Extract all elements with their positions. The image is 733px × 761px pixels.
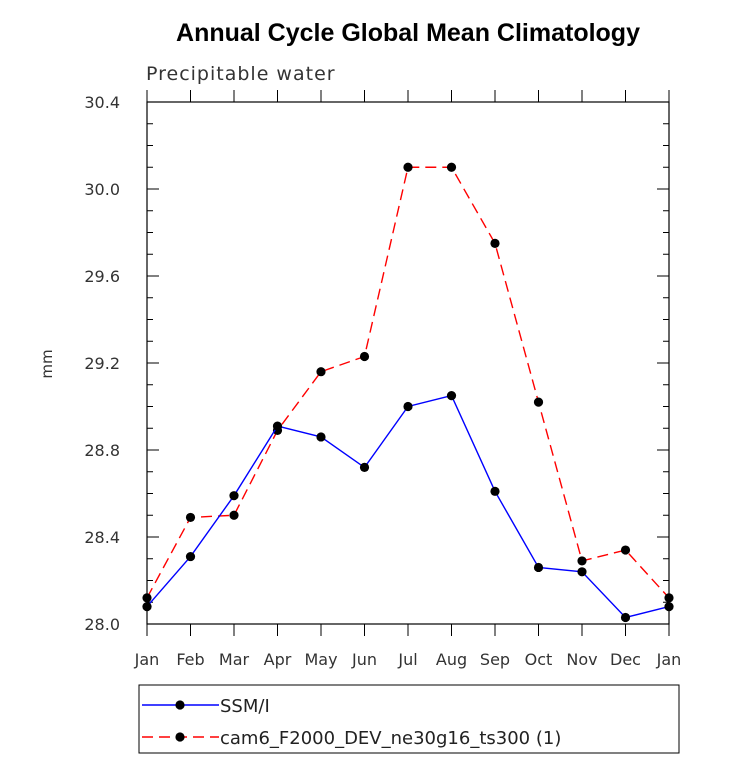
xtick-label: Aug <box>436 650 467 669</box>
ytick-label: 28.8 <box>84 441 120 460</box>
ytick-label: 29.2 <box>84 354 120 373</box>
legend-label: cam6_F2000_DEV_ne30g16_ts300 (1) <box>220 728 561 749</box>
xtick-label: Dec <box>610 650 641 669</box>
data-point <box>403 162 413 172</box>
data-point <box>533 397 544 407</box>
ytick-label: 28.0 <box>84 615 120 634</box>
xtick-label: Apr <box>264 650 292 669</box>
data-point <box>229 510 239 520</box>
data-point <box>446 162 457 172</box>
series-obs <box>142 391 674 623</box>
data-point <box>142 602 152 612</box>
legend-label: SSM/I <box>220 696 270 717</box>
data-point <box>490 238 500 248</box>
data-point <box>142 593 152 603</box>
xtick-label: Mar <box>219 650 250 669</box>
data-point <box>664 593 674 603</box>
chart-title: Annual Cycle Global Mean Climatology <box>176 19 640 47</box>
chart-subtitle: Precipitable water <box>146 63 336 85</box>
data-point <box>620 545 631 555</box>
data-point <box>185 551 196 562</box>
legend-marker <box>175 732 185 742</box>
data-point <box>272 421 283 431</box>
series-line <box>146 166 670 599</box>
data-point <box>229 491 239 501</box>
plot-frame <box>146 101 670 625</box>
xtick-label: Nov <box>566 650 597 669</box>
ytick-label: 29.6 <box>84 267 120 286</box>
data-point <box>664 602 674 612</box>
y-axis-label: mm <box>38 349 56 378</box>
data-point <box>359 462 370 472</box>
data-point <box>620 612 631 623</box>
y-tick-labels: 28.0 28.4 28.8 29.2 29.6 30.0 30.4 <box>84 93 120 634</box>
series-layer <box>142 162 674 623</box>
xtick-label: Jul <box>397 650 417 669</box>
series-model <box>142 162 674 603</box>
data-point <box>533 562 544 573</box>
xtick-label: Jan <box>134 650 160 669</box>
data-point <box>359 351 370 362</box>
data-point <box>185 512 196 523</box>
legend-marker <box>175 700 185 710</box>
series-line <box>146 394 670 619</box>
xtick-label: Oct <box>525 650 553 669</box>
data-point <box>577 556 587 566</box>
data-point <box>577 567 587 577</box>
ytick-label: 28.4 <box>84 528 120 547</box>
xtick-label: May <box>304 650 337 669</box>
ytick-label: 30.4 <box>84 93 120 112</box>
data-point <box>446 391 457 401</box>
axis-ticks <box>146 90 670 636</box>
xtick-label: Feb <box>176 650 204 669</box>
xtick-label: Jun <box>351 650 377 669</box>
data-point <box>403 401 413 412</box>
xtick-label: Sep <box>480 650 510 669</box>
x-tick-labels: Jan Feb Mar Apr May Jun Jul Aug Sep Oct Nov Dec Jan <box>134 650 682 669</box>
data-point <box>316 367 326 377</box>
data-point <box>490 486 500 496</box>
legend-box <box>138 684 680 754</box>
xtick-label: Jan <box>656 650 682 669</box>
legend: SSM/I cam6_F2000_DEV_ne30g16_ts300 (1) <box>142 696 561 749</box>
data-point <box>316 432 326 442</box>
ytick-label: 30.0 <box>84 180 120 199</box>
